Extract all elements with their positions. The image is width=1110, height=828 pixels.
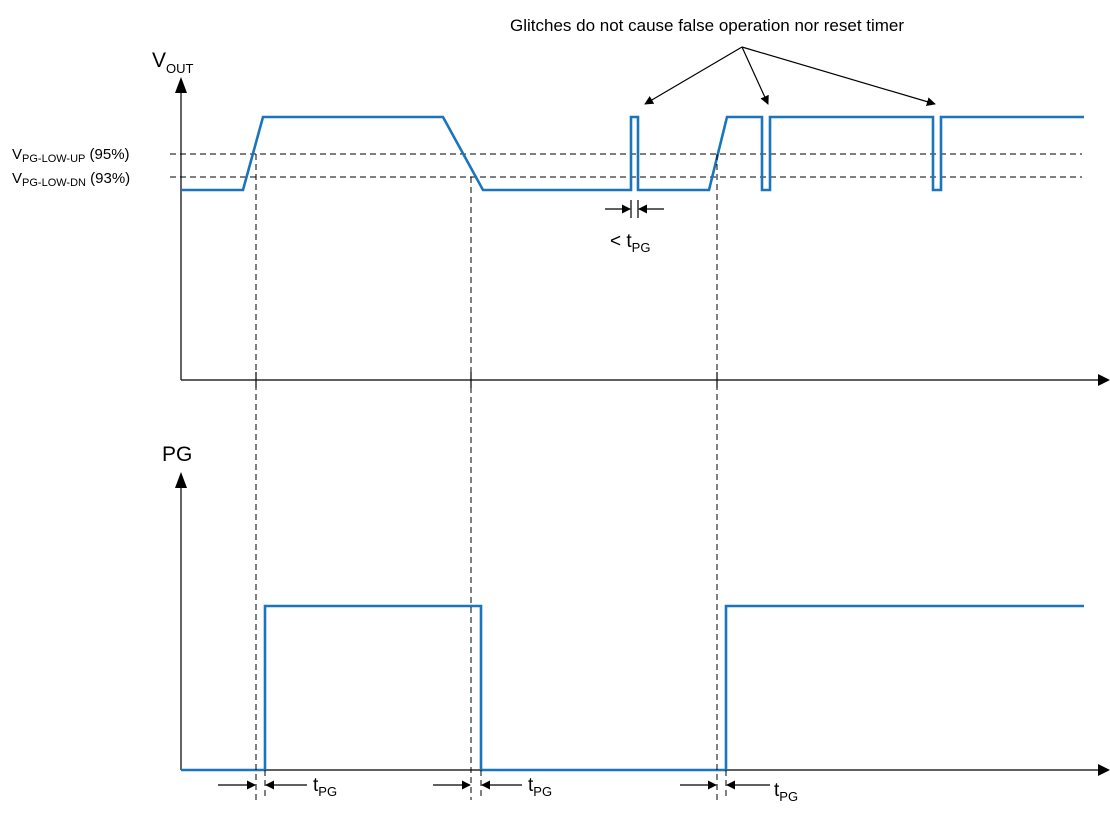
annotation-arrow-1 [644, 46, 743, 105]
delay-label-3: tPG [774, 780, 798, 804]
pg-axis-label: PG [162, 443, 192, 466]
vout-y-arrowhead-icon [175, 77, 187, 93]
annotation-arrow-2 [741, 46, 769, 105]
pg-axes [175, 472, 1110, 776]
vout-axis-label: VOUT [152, 49, 194, 76]
vout-axes [175, 77, 1110, 386]
threshold-lower-label: VPG-LOW-DN (93%) [12, 170, 130, 189]
glitch-width-marker [605, 200, 664, 218]
glitch-width-label: < tPG [610, 231, 650, 255]
delay-label-2: tPG [528, 775, 552, 799]
pg-waveform [181, 604, 1084, 772]
vout-waveform [181, 115, 1084, 192]
pg-y-arrowhead-icon [175, 472, 187, 488]
delay-label-1: tPG [313, 775, 337, 799]
vout-x-arrowhead-icon [1098, 374, 1110, 386]
threshold-upper-label: VPG-LOW-UP (95%) [12, 146, 130, 165]
reference-lines [255, 154, 727, 800]
annotation-arrows [644, 46, 936, 107]
threshold-lines [170, 153, 1082, 178]
pg-x-arrowhead-icon [1098, 764, 1110, 776]
annotation-arrow-3 [741, 46, 936, 107]
glitch-annotation: Glitches do not cause false operation no… [510, 16, 904, 35]
reference-ticks [255, 372, 718, 388]
